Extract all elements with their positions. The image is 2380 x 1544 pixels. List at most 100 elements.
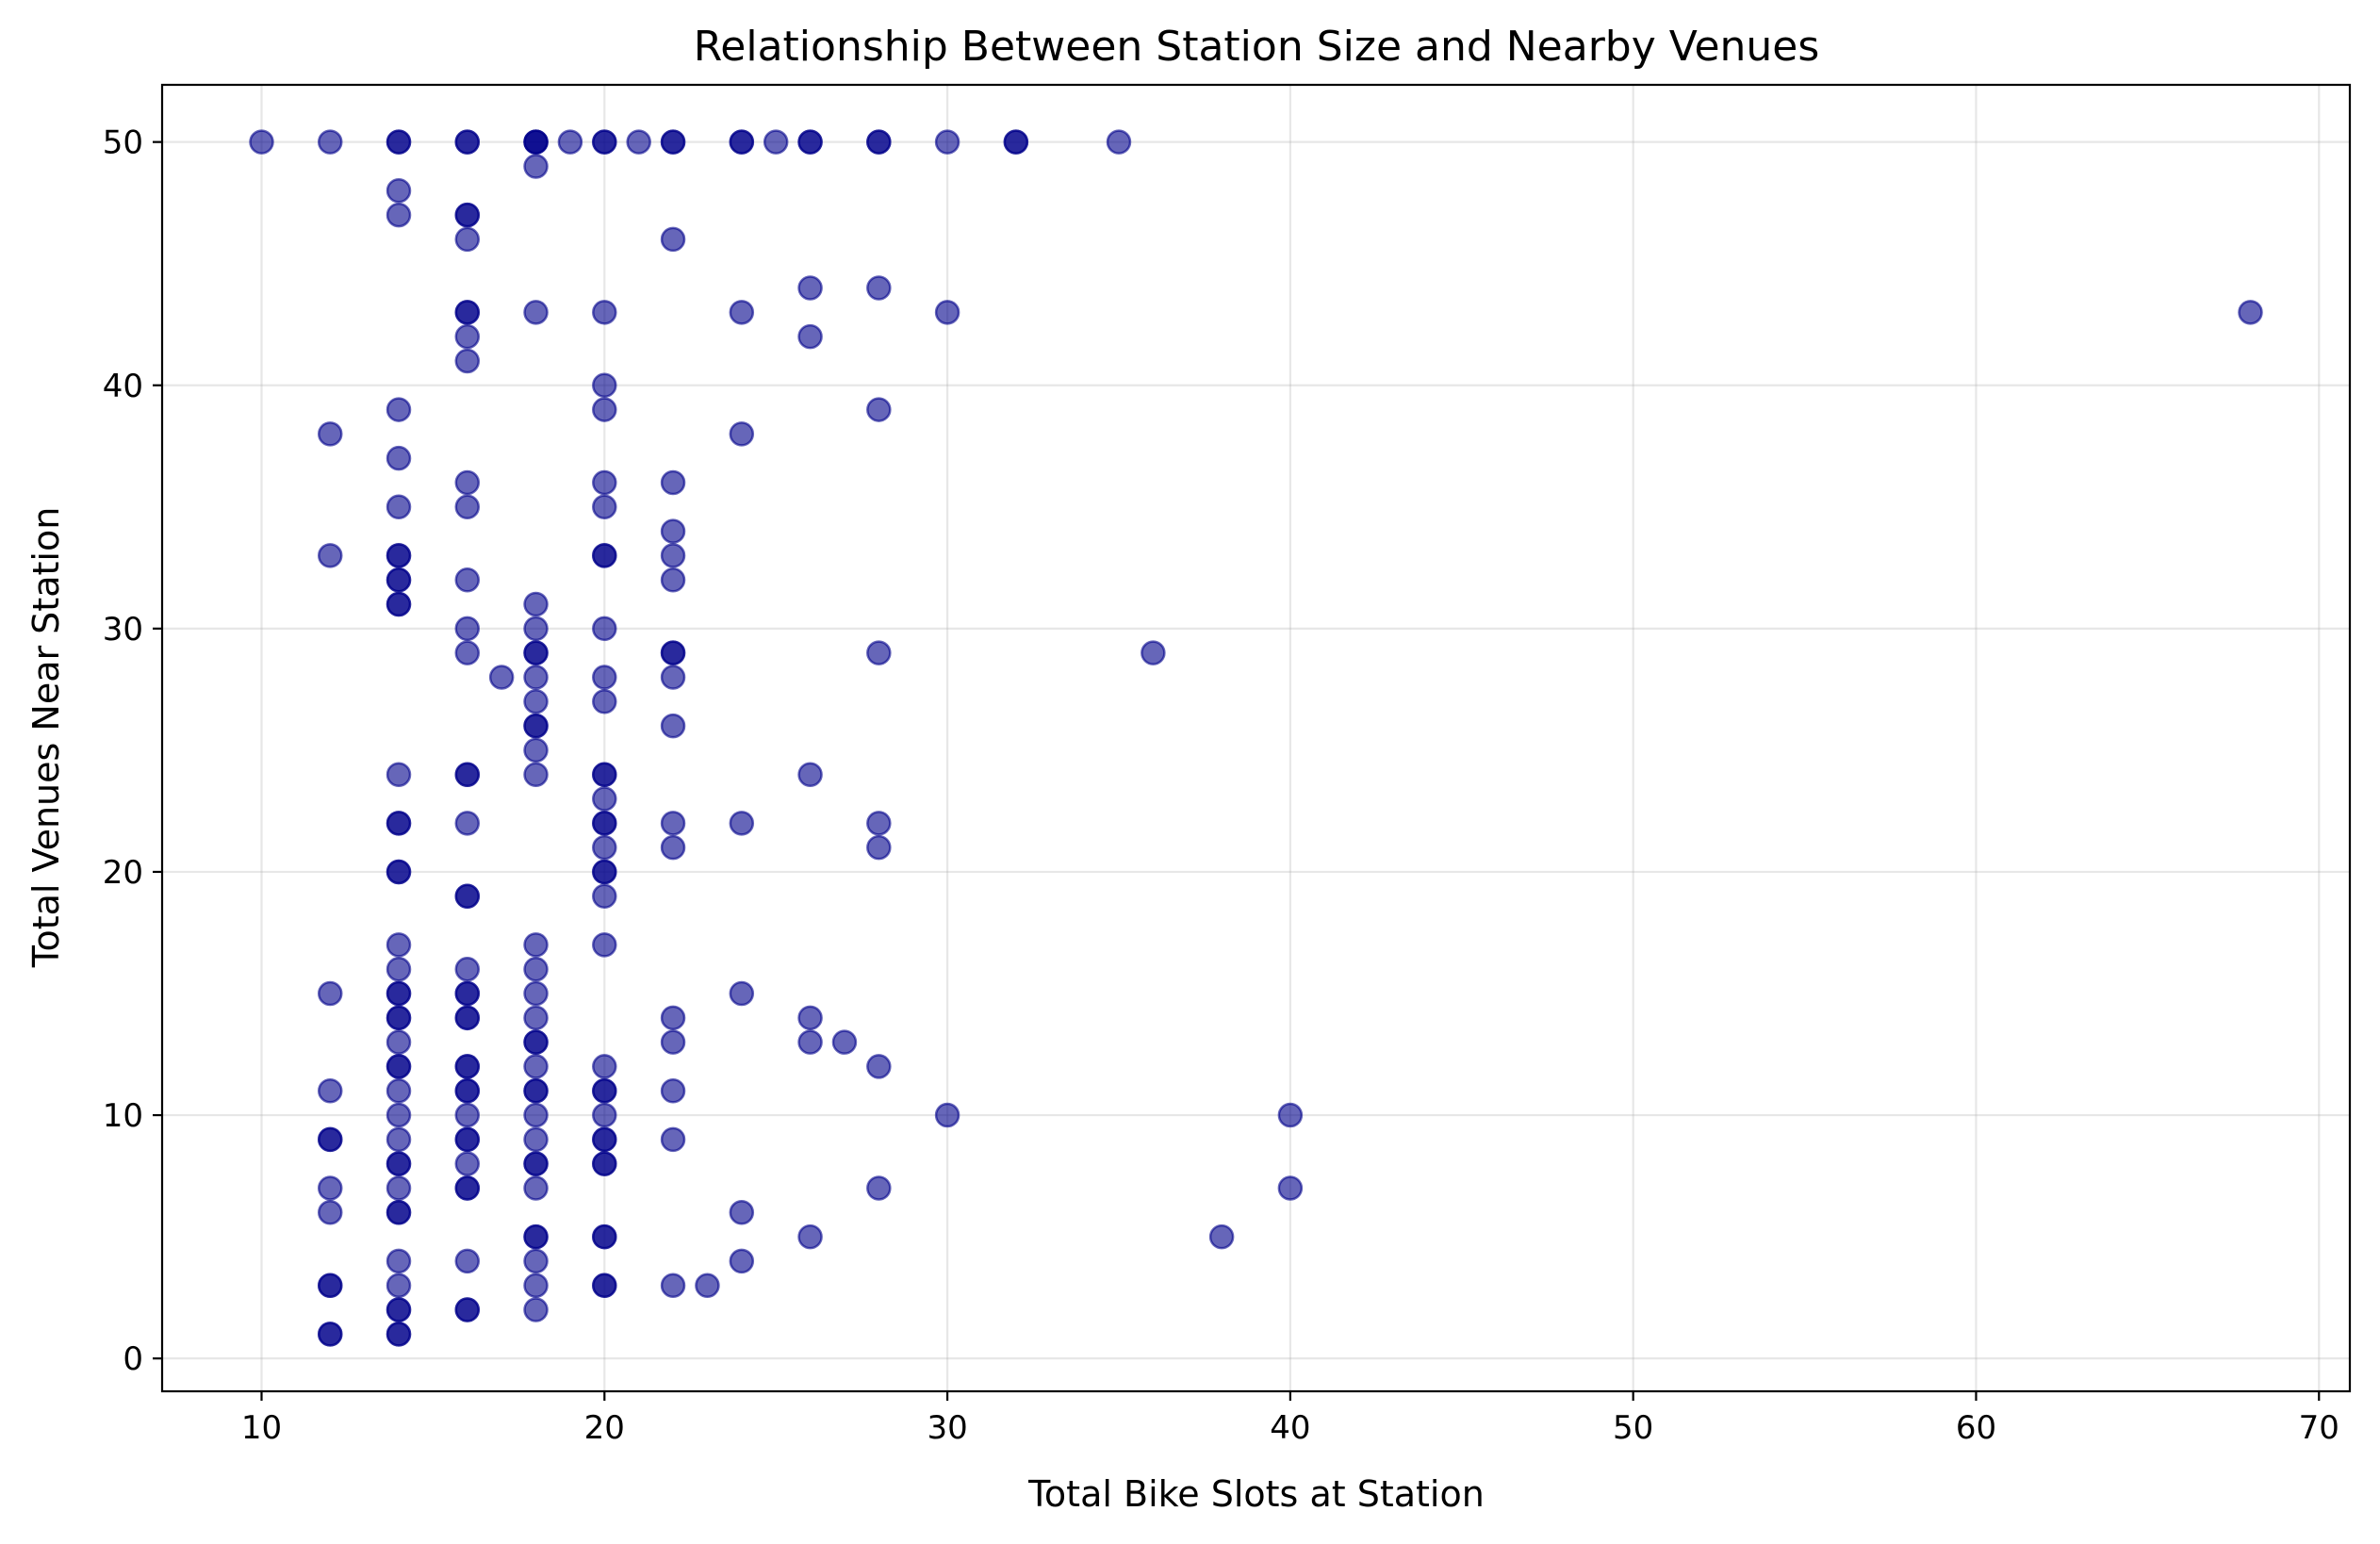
data-point bbox=[454, 883, 481, 910]
data-point bbox=[386, 1297, 412, 1322]
data-point bbox=[318, 129, 343, 155]
data-point bbox=[592, 665, 617, 690]
data-point bbox=[318, 980, 343, 1007]
x-tick-label: 50 bbox=[1613, 1409, 1653, 1447]
data-point bbox=[660, 543, 686, 568]
data-point bbox=[866, 397, 892, 422]
x-tick-label: 10 bbox=[241, 1409, 282, 1447]
data-point bbox=[797, 129, 823, 155]
x-tick-label: 70 bbox=[2299, 1409, 2339, 1447]
data-point bbox=[454, 469, 481, 496]
data-point bbox=[454, 956, 481, 982]
data-point bbox=[523, 689, 549, 715]
data-point bbox=[386, 1175, 412, 1201]
data-point bbox=[831, 1029, 858, 1055]
data-point bbox=[797, 1005, 823, 1031]
data-point bbox=[454, 1077, 481, 1104]
data-point bbox=[386, 567, 412, 593]
data-point bbox=[729, 1248, 755, 1274]
data-point bbox=[866, 640, 892, 665]
data-point bbox=[729, 980, 755, 1007]
data-point bbox=[557, 129, 583, 155]
data-point bbox=[386, 1005, 412, 1031]
y-tick-label: 0 bbox=[123, 1340, 143, 1378]
data-point bbox=[592, 397, 617, 422]
data-point bbox=[454, 616, 481, 642]
data-point bbox=[386, 1054, 412, 1079]
data-point bbox=[454, 1151, 481, 1176]
data-point bbox=[318, 1077, 343, 1104]
data-point bbox=[386, 956, 412, 982]
data-point bbox=[592, 1224, 617, 1250]
data-point bbox=[386, 1322, 412, 1347]
data-point bbox=[318, 543, 343, 568]
data-point bbox=[386, 1029, 412, 1055]
data-point bbox=[660, 567, 686, 593]
data-point bbox=[797, 762, 823, 787]
data-point bbox=[592, 129, 617, 155]
data-point bbox=[592, 543, 617, 568]
data-point bbox=[592, 689, 617, 715]
data-point bbox=[454, 300, 481, 325]
data-point bbox=[454, 1102, 481, 1128]
data-point bbox=[454, 323, 481, 350]
data-point bbox=[523, 762, 549, 787]
data-point bbox=[660, 1005, 686, 1031]
data-point bbox=[934, 300, 960, 325]
y-tick-label: 50 bbox=[103, 124, 143, 162]
data-point bbox=[592, 932, 617, 958]
x-tick-label: 60 bbox=[1956, 1409, 1996, 1447]
data-point bbox=[660, 1077, 686, 1104]
data-point bbox=[660, 1126, 686, 1153]
data-point bbox=[386, 859, 412, 885]
data-point bbox=[318, 421, 343, 447]
data-point bbox=[386, 178, 412, 204]
x-tick-label: 20 bbox=[584, 1409, 625, 1447]
data-point bbox=[729, 1200, 755, 1225]
data-point bbox=[866, 811, 892, 836]
data-point bbox=[660, 834, 686, 861]
data-point bbox=[729, 421, 755, 447]
data-point bbox=[592, 300, 617, 325]
data-point bbox=[797, 1029, 823, 1055]
data-point bbox=[523, 665, 549, 690]
data-point bbox=[592, 786, 617, 812]
chart-title: Relationship Between Station Size and Ne… bbox=[694, 23, 1820, 71]
data-point bbox=[454, 129, 481, 155]
data-point bbox=[592, 1273, 617, 1298]
data-point bbox=[1277, 1175, 1304, 1201]
y-axis-ticks: 0 10 20 30 40 50 bbox=[103, 124, 162, 1378]
data-point bbox=[797, 323, 823, 350]
data-point bbox=[660, 129, 686, 155]
data-point bbox=[934, 129, 960, 155]
data-point bbox=[797, 1224, 823, 1250]
data-point bbox=[386, 980, 412, 1007]
y-tick-label: 40 bbox=[103, 368, 143, 405]
data-point bbox=[660, 518, 686, 544]
data-point bbox=[1003, 129, 1029, 155]
data-point bbox=[1106, 129, 1132, 155]
data-point bbox=[660, 811, 686, 836]
data-point bbox=[523, 1297, 549, 1322]
data-point bbox=[523, 1273, 549, 1298]
data-point bbox=[523, 1175, 549, 1201]
data-point bbox=[454, 762, 481, 787]
data-point bbox=[592, 1077, 617, 1104]
data-point bbox=[523, 154, 549, 179]
data-point bbox=[386, 543, 412, 568]
data-point bbox=[386, 811, 412, 836]
data-point bbox=[523, 980, 549, 1007]
data-point bbox=[454, 202, 481, 228]
data-point bbox=[318, 1126, 343, 1153]
data-point bbox=[386, 1248, 412, 1274]
data-point bbox=[454, 811, 481, 836]
data-point bbox=[592, 811, 617, 836]
data-point bbox=[592, 762, 617, 787]
data-point bbox=[660, 1273, 686, 1298]
data-point bbox=[454, 1297, 481, 1322]
data-point bbox=[592, 1151, 617, 1176]
data-point bbox=[592, 1126, 617, 1153]
data-point bbox=[592, 494, 617, 520]
data-point bbox=[318, 1200, 343, 1225]
